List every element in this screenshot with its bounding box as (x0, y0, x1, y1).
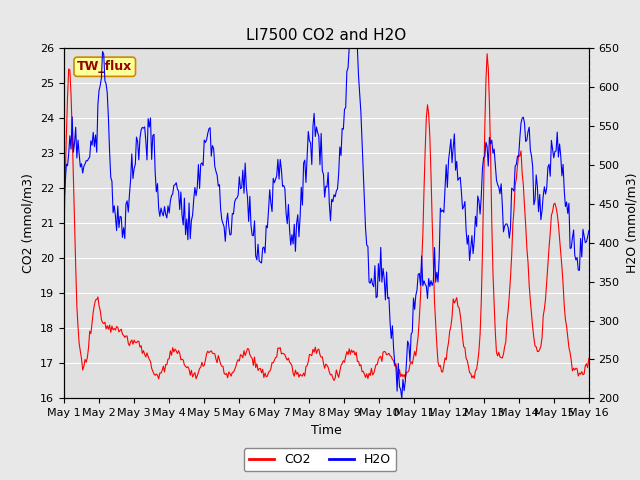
Text: TW_flux: TW_flux (77, 60, 132, 73)
Y-axis label: CO2 (mmol/m3): CO2 (mmol/m3) (22, 173, 35, 273)
Title: LI7500 CO2 and H2O: LI7500 CO2 and H2O (246, 28, 406, 43)
Legend: CO2, H2O: CO2, H2O (244, 448, 396, 471)
Y-axis label: H2O (mmol/m3): H2O (mmol/m3) (625, 173, 638, 274)
X-axis label: Time: Time (311, 424, 342, 437)
